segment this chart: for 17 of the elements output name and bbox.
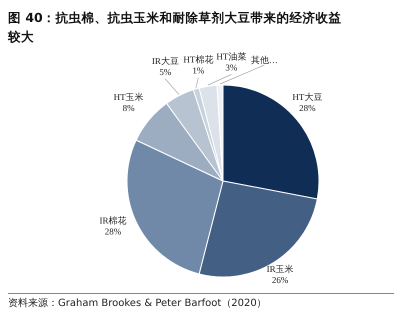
slice-label: HT玉米 [114, 92, 144, 102]
data-label: 26% [272, 274, 289, 285]
slice-label: IR玉米 [266, 264, 294, 274]
data-label: 8% [122, 103, 136, 114]
slice-label: HT油菜 [216, 51, 246, 62]
slice-label: IR大豆 [152, 56, 179, 66]
data-label: 28% [299, 103, 316, 114]
data-label: 3% [225, 62, 238, 72]
slice-label: HT棉花 [183, 54, 214, 65]
text: 资料来源：Graham Brookes & Peter Barfoot（2020） [8, 296, 394, 310]
slice-label: 其他… [250, 55, 278, 66]
slice-label: HT大豆 [292, 92, 322, 102]
slice-label: IR棉花 [100, 215, 127, 226]
chart-title: 图 40：抗虫棉、抗虫玉米和耐除草剂大豆带来的经济收益较大 [8, 9, 343, 46]
data-label: 5% [159, 67, 172, 77]
data-label: 1% [192, 66, 205, 76]
data-label: 28% [104, 226, 122, 236]
